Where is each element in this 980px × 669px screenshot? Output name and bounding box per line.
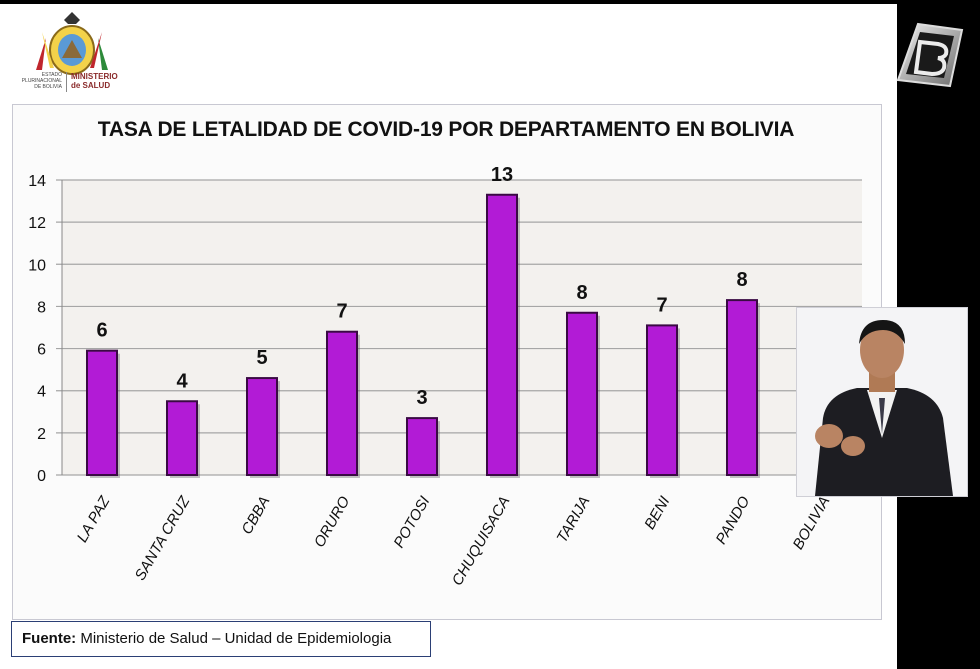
slide: ESTADO PLURINACIONAL DE BOLIVIA MINISTER… xyxy=(0,0,897,669)
data-label: 8 xyxy=(576,282,587,304)
bar xyxy=(246,377,278,477)
source-box: Fuente: Ministerio de Salud – Unidad de … xyxy=(11,621,431,657)
y-tick-label: 0 xyxy=(37,468,46,485)
source-text: Ministerio de Salud – Unidad de Epidemio… xyxy=(76,630,392,647)
bar xyxy=(406,417,438,477)
y-tick-label: 12 xyxy=(28,215,46,232)
b-channel-logo-icon xyxy=(896,22,964,88)
y-tick-label: 10 xyxy=(28,257,46,274)
logo-ministerio: MINISTERIO xyxy=(71,72,118,81)
sign-language-interpreter xyxy=(796,307,968,497)
data-label: 8 xyxy=(736,269,747,291)
x-tick-label: POTOSI xyxy=(391,494,434,551)
logo-divider xyxy=(66,72,67,92)
bar xyxy=(566,311,598,476)
logo-right-text: MINISTERIO de SALUD xyxy=(71,72,118,90)
x-tick-label: PANDO xyxy=(713,493,754,547)
source-label: Fuente: xyxy=(22,630,77,647)
y-tick-label: 8 xyxy=(37,299,46,316)
bar-chart: 0 2 4 6 8 10 12 14 6 LA PAZ 4 SANTA CRUZ 5 CBBA 7 ORURO… xyxy=(28,164,862,589)
bar xyxy=(86,349,118,476)
bolivia-coat-of-arms-logo xyxy=(36,12,108,75)
x-tick-label: TARIJA xyxy=(553,494,593,546)
data-label: 7 xyxy=(336,301,347,323)
data-label: 6 xyxy=(96,320,107,342)
bar xyxy=(726,299,758,476)
bar xyxy=(486,193,518,476)
data-label: 7 xyxy=(656,294,667,316)
bar xyxy=(326,330,358,477)
top-border xyxy=(0,0,897,4)
logo-left-text: ESTADO PLURINACIONAL DE BOLIVIA xyxy=(21,72,62,90)
y-tick-label: 2 xyxy=(37,426,46,443)
y-tick-label: 14 xyxy=(28,173,46,190)
x-tick-label: LA PAZ xyxy=(74,493,114,546)
x-tick-label: CBBA xyxy=(238,494,273,538)
x-tick-label: ORURO xyxy=(311,493,354,550)
bar xyxy=(166,400,198,476)
chart-title: TASA DE LETALIDAD DE COVID-19 POR DEPART… xyxy=(97,118,795,141)
data-label: 4 xyxy=(176,370,188,392)
x-tick-label: BOLIVIA xyxy=(790,494,834,553)
x-tick-label: SANTA CRUZ xyxy=(132,493,194,584)
data-label: 3 xyxy=(416,387,427,409)
y-tick-label: 4 xyxy=(37,384,46,401)
interpreter-figure xyxy=(797,308,967,496)
data-label: 5 xyxy=(256,347,267,369)
data-label: 13 xyxy=(491,164,513,186)
x-tick-label: CHUQUISACA xyxy=(449,494,514,589)
bar xyxy=(646,324,678,476)
y-tick-label: 6 xyxy=(37,342,46,359)
x-tick-label: BENI xyxy=(641,494,673,533)
logo-salud: de SALUD xyxy=(71,81,111,90)
ministry-logo-text: ESTADO PLURINACIONAL DE BOLIVIA MINISTER… xyxy=(14,72,134,92)
